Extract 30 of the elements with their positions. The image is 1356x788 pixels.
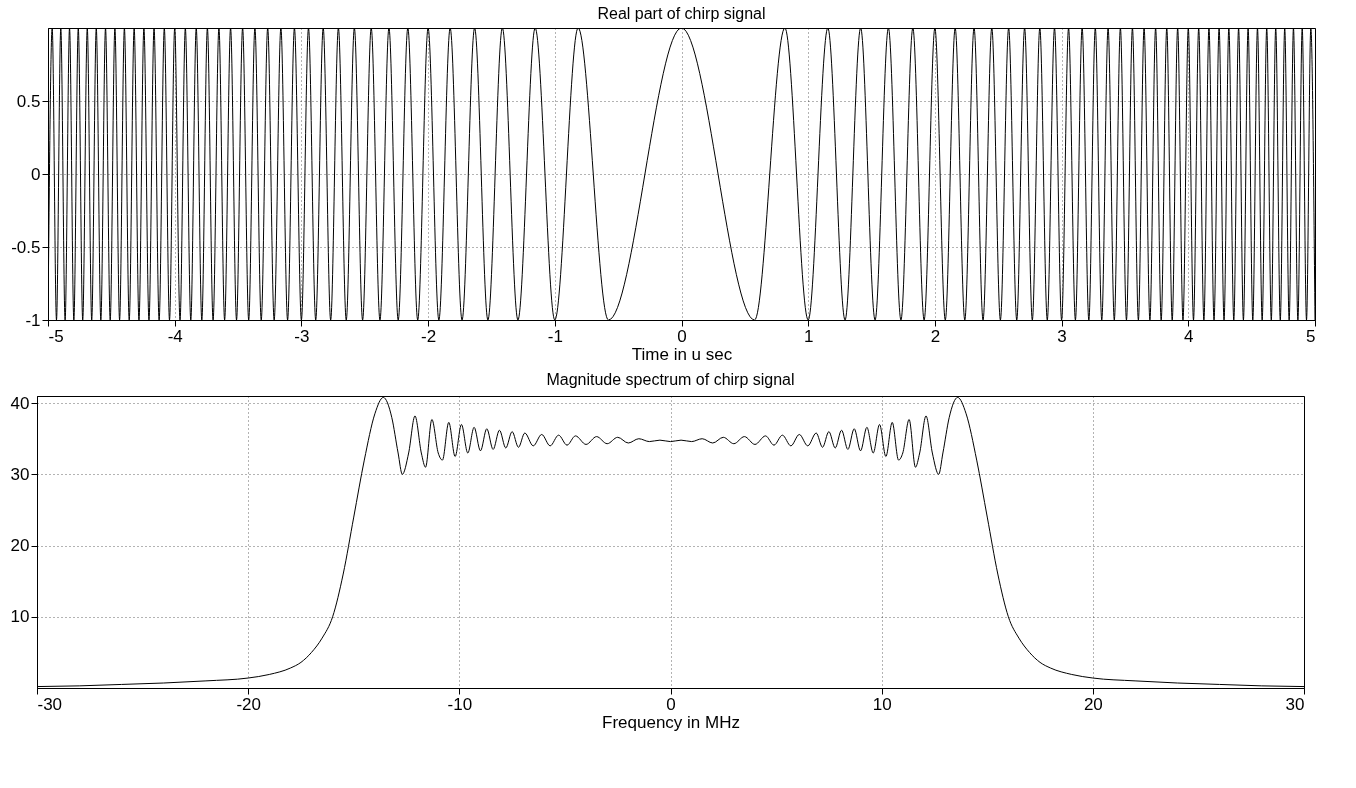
x-tick-label: -10 — [447, 694, 473, 714]
x-tick-label: 0 — [677, 326, 687, 346]
x-tick-label: 4 — [1184, 326, 1194, 346]
y-tick-label: 20 — [10, 536, 30, 556]
x-tick-label: 5 — [1306, 326, 1316, 346]
y-tick-label: 40 — [10, 393, 30, 413]
x-tick-label: 10 — [872, 694, 892, 714]
x-tick-label: 0 — [666, 694, 676, 714]
y-tick-label: 0.5 — [16, 91, 41, 111]
y-tick-label: 0 — [31, 164, 41, 184]
x-tick-label: 20 — [1083, 694, 1103, 714]
x-axis-title: Time in u sec — [631, 344, 733, 364]
y-tick-label: 30 — [10, 464, 30, 484]
y-tick-label: -1 — [25, 310, 41, 330]
chart-title: Magnitude spectrum of chirp signal — [546, 371, 795, 389]
chart-title: Real part of chirp signal — [597, 5, 766, 22]
x-tick-label: -4 — [167, 326, 183, 346]
x-tick-label: -1 — [547, 326, 563, 346]
x-tick-label: -30 — [37, 694, 63, 714]
x-tick-label: -20 — [236, 694, 261, 714]
x-tick-label: -3 — [294, 326, 310, 346]
x-tick-label: -5 — [48, 326, 64, 346]
x-tick-label: 1 — [803, 326, 814, 346]
x-tick-label: 3 — [1057, 326, 1067, 346]
x-axis-title: Frequency in MHz — [602, 712, 740, 732]
y-tick-label: 10 — [10, 607, 30, 627]
x-tick-label: 2 — [930, 326, 941, 346]
x-tick-label: -2 — [421, 326, 437, 346]
y-tick-label: -0.5 — [11, 237, 41, 257]
x-tick-label: 30 — [1285, 694, 1305, 714]
